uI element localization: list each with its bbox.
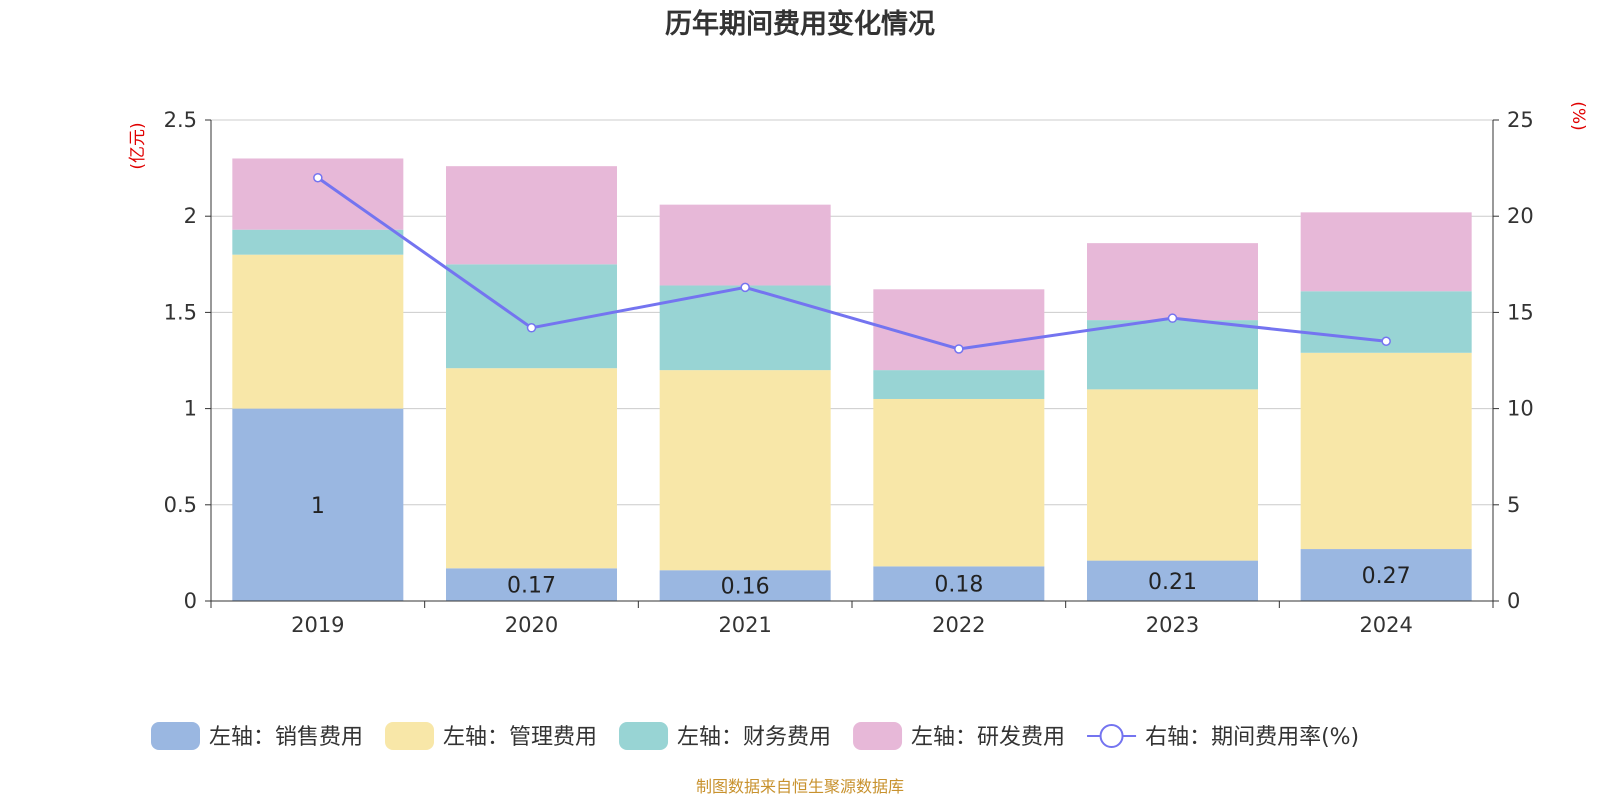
source-note: 制图数据来自恒生聚源数据库: [696, 777, 904, 796]
bar-value-label: 0.18: [934, 573, 983, 598]
x-axis-tick-label: 2020: [505, 613, 558, 637]
rate-point: [313, 172, 323, 183]
right-axis-tick-label: 5: [1507, 493, 1520, 517]
gridlines: [211, 119, 1493, 506]
bar-value-label: 0.16: [721, 575, 770, 600]
legend-label: 右轴：期间费用率(%): [1145, 725, 1359, 750]
bar-sales: [232, 408, 404, 601]
bar-admin: [446, 368, 617, 569]
legend-label: 左轴：研发费用: [911, 725, 1065, 750]
x-axis-tick-label: 2023: [1146, 613, 1199, 637]
bar-admin: [873, 398, 1045, 567]
right-axis-unit: (%): [1568, 101, 1588, 130]
chart-title: 历年期间费用变化情况: [665, 8, 935, 40]
legend-label: 左轴：管理费用: [443, 725, 597, 750]
left-axis-tick-label: 1: [184, 397, 197, 421]
bars: [232, 158, 1472, 601]
bar-value-label: 1: [311, 494, 325, 519]
legend-swatch: [853, 722, 903, 750]
legend-label: 左轴：销售费用: [209, 725, 363, 750]
bar-admin: [1087, 389, 1258, 561]
legend-swatch: [385, 722, 435, 750]
bar-admin: [232, 254, 404, 409]
legend-marker: [1099, 724, 1124, 748]
bar-sales: [446, 568, 617, 601]
right-axis-tick-label: 0: [1507, 589, 1520, 613]
x-axis-tick-label: 2019: [291, 613, 344, 637]
legend: 左轴：销售费用 左轴：管理费用 左轴：财务费用 左轴：研发费用 右轴：期间费用率(%): [151, 722, 1359, 750]
x-axis-tick-label: 2022: [932, 613, 985, 637]
bar-value-label: 0.27: [1362, 564, 1411, 589]
bar-value-label: 0.21: [1148, 570, 1197, 595]
bar-value-labels: 1 0.17 0.16 0.18 0.21 0.27: [311, 494, 1411, 600]
right-axis-tick-label: 15: [1507, 300, 1534, 324]
x-axis-tick-label: 2021: [718, 613, 771, 637]
left-axis-tick-label: 1.5: [164, 300, 197, 324]
left-axis-tick-label: 2: [184, 204, 197, 228]
bar-rnd: [659, 204, 831, 286]
rate-point: [526, 323, 537, 333]
legend-item-admin: 左轴：管理费用: [385, 722, 597, 750]
left-axis-tick-label: 0.5: [164, 493, 197, 517]
bar-sales: [1087, 560, 1258, 601]
bar-sales: [1300, 549, 1472, 601]
left-axis-tick-label: 0: [184, 589, 197, 613]
rate-line: [316, 176, 1387, 351]
bar-finance: [232, 229, 404, 255]
bar-admin: [1300, 352, 1472, 550]
rate-point: [1381, 336, 1391, 347]
rate-point: [954, 344, 964, 354]
right-axis-tick-label: 25: [1507, 108, 1534, 132]
x-axis-tick-label: 2024: [1359, 613, 1412, 637]
legend-swatch: [619, 722, 669, 750]
left-axis-tick-label: 2.5: [164, 108, 197, 132]
bar-rnd: [446, 166, 617, 265]
bar-finance: [873, 370, 1045, 399]
legend-item-finance: 左轴：财务费用: [619, 722, 831, 750]
bar-sales: [659, 570, 831, 601]
legend-item-sales: 左轴：销售费用: [151, 722, 363, 750]
bar-sales: [873, 566, 1045, 601]
legend-item-rate: 右轴：期间费用率(%): [1087, 724, 1359, 750]
bar-admin: [659, 370, 831, 571]
rate-point: [1167, 313, 1178, 323]
rate-point: [740, 282, 750, 293]
right-axis-tick-label: 10: [1507, 397, 1534, 421]
right-axis-tick-label: 20: [1507, 204, 1534, 228]
axes: 0 0.5 1 1.5 2 2.5 0 5 10 15 20 25 2019 2020 2021 2022 20…: [164, 108, 1534, 637]
left-axis-unit: (亿元): [128, 122, 148, 169]
bar-rnd: [1087, 243, 1258, 321]
bar-finance: [1087, 320, 1258, 390]
bar-rnd: [873, 289, 1045, 371]
rate-line-series: [313, 172, 1391, 354]
bar-rnd: [1300, 212, 1472, 292]
legend-item-rnd: 左轴：研发费用: [853, 722, 1065, 750]
legend-swatch: [151, 722, 200, 750]
legend-label: 左轴：财务费用: [677, 725, 831, 750]
bar-value-label: 0.17: [507, 574, 556, 599]
